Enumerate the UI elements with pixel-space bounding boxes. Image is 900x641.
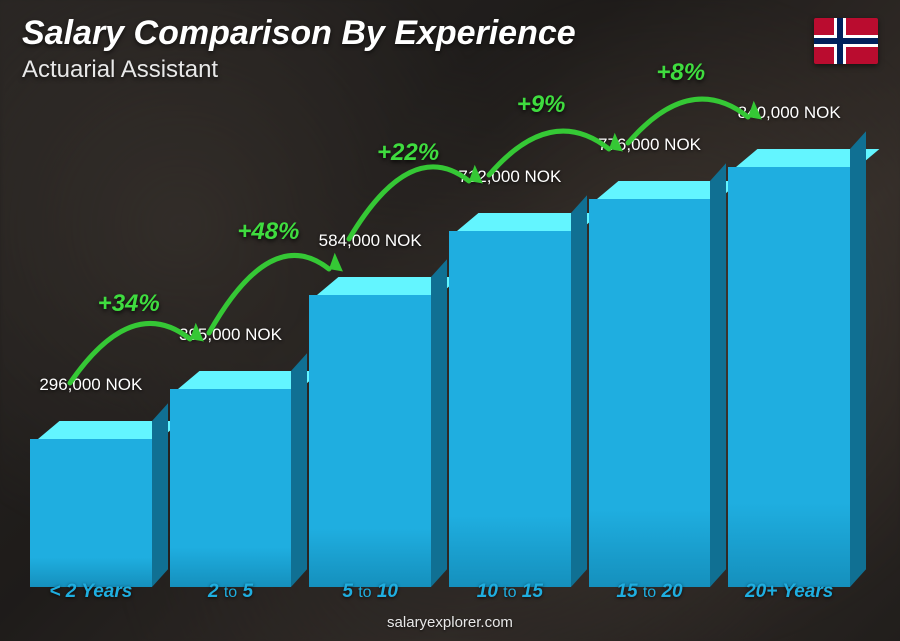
- bar-5: 840,000 NOK+8%20+ Years: [728, 149, 850, 569]
- bar-2: 584,000 NOK+48%5 to 10: [309, 277, 431, 569]
- bar-1: 395,000 NOK+34%2 to 5: [170, 371, 292, 569]
- bar-4: 776,000 NOK+9%15 to 20: [589, 181, 711, 569]
- delta-label: +48%: [237, 218, 299, 246]
- delta-label: +8%: [656, 59, 705, 87]
- chart-subtitle: Actuarial Assistant: [22, 56, 218, 84]
- bar-value-label: 395,000 NOK: [151, 325, 311, 345]
- bar-0: 296,000 NOK< 2 Years: [30, 421, 152, 569]
- bar-value-label: 776,000 NOK: [570, 135, 730, 155]
- delta-label: +34%: [98, 290, 160, 318]
- bar-value-label: 584,000 NOK: [290, 231, 450, 251]
- footer-credit: salaryexplorer.com: [0, 614, 900, 631]
- delta-label: +9%: [517, 91, 566, 119]
- norway-flag-icon: [814, 18, 878, 64]
- bar-chart: 296,000 NOK< 2 Years395,000 NOK+34%2 to …: [30, 89, 850, 569]
- delta-label: +22%: [377, 139, 439, 167]
- chart-title: Salary Comparison By Experience: [22, 14, 576, 53]
- x-axis-label: 15 to 20: [570, 581, 730, 603]
- x-axis-label: 20+ Years: [709, 581, 869, 603]
- x-axis-label: 5 to 10: [290, 581, 450, 603]
- x-axis-label: 2 to 5: [151, 581, 311, 603]
- bar-value-label: 840,000 NOK: [709, 103, 869, 123]
- infographic-canvas: Salary Comparison By Experience Actuaria…: [0, 0, 900, 641]
- x-axis-label: 10 to 15: [430, 581, 590, 603]
- bar-value-label: 296,000 NOK: [11, 375, 171, 395]
- bar-3: 712,000 NOK+22%10 to 15: [449, 213, 571, 569]
- bar-value-label: 712,000 NOK: [430, 167, 590, 187]
- x-axis-label: < 2 Years: [11, 581, 171, 603]
